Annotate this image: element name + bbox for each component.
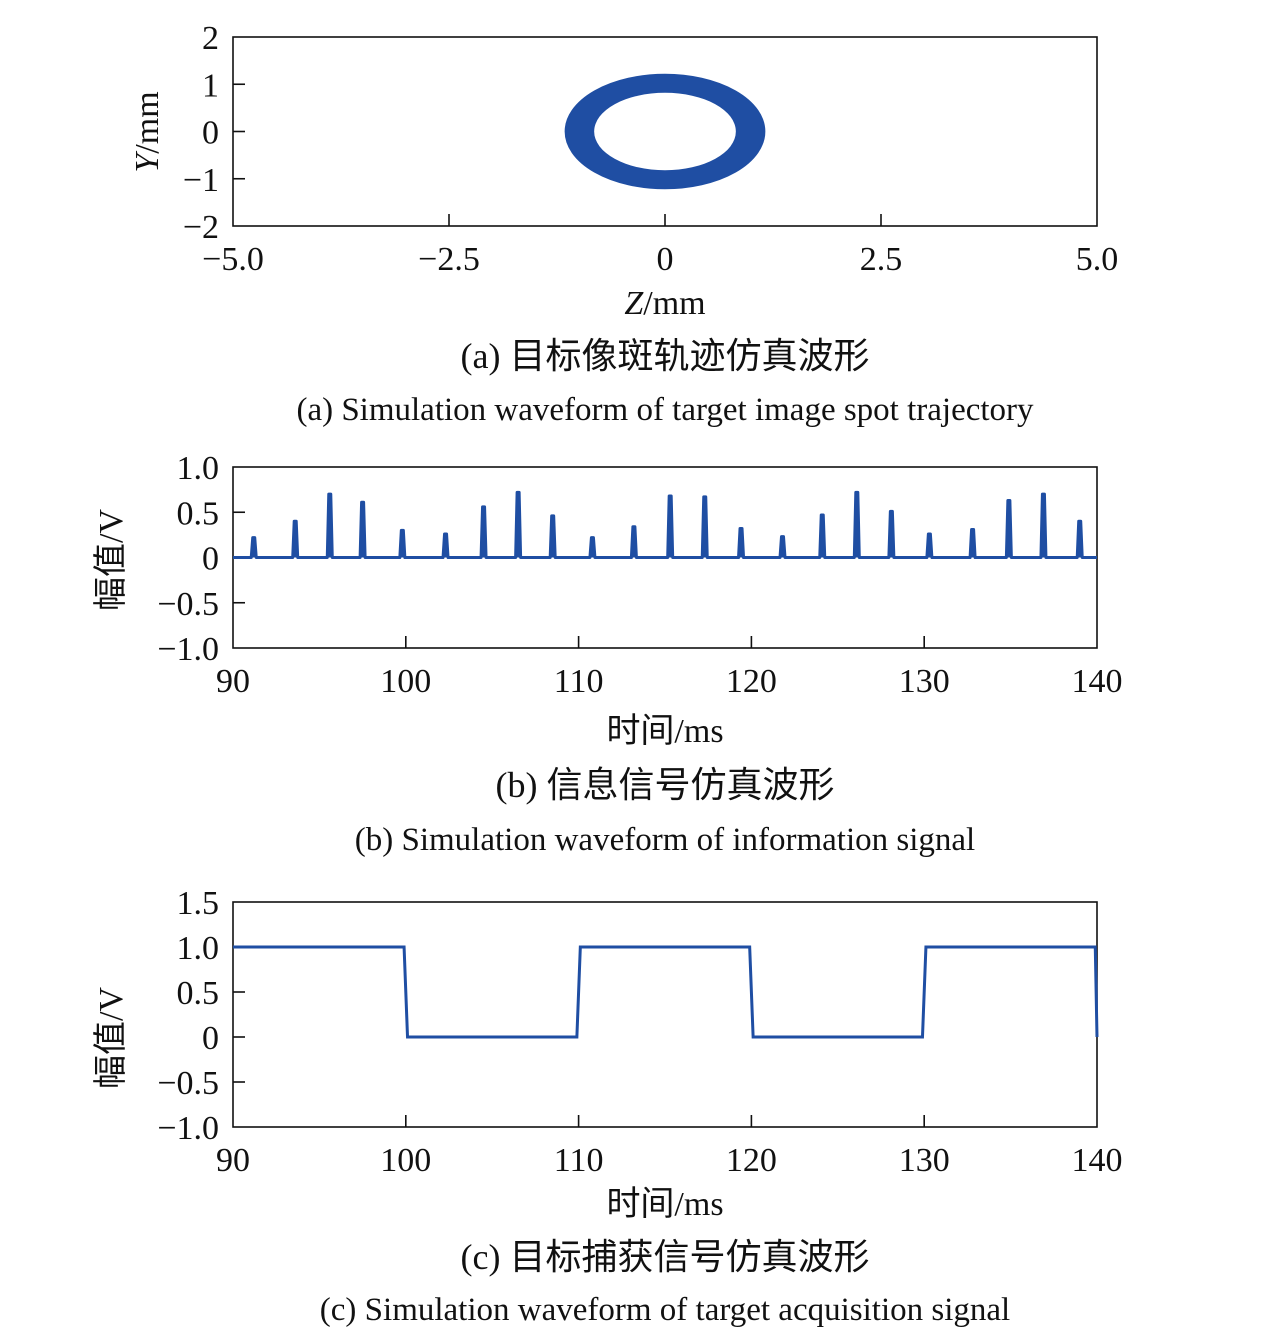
panel-c-ytick-label: 1.5 bbox=[177, 885, 220, 922]
panel-c-ytick-label: 0.5 bbox=[177, 975, 220, 1012]
panel-c: 90 100 110 120 130 140 1.5 1.0 0.5 0 −0.5 −1.0 时间/m… bbox=[92, 885, 1123, 1328]
acquisition-signal-line bbox=[233, 945, 1099, 1039]
panel-a-ticks: −5.0 −2.5 0 2.5 5.0 2 1 0 −1 −2 bbox=[183, 20, 1118, 278]
panel-a-ytick-label: 1 bbox=[202, 67, 219, 104]
panel-b-ylabel: 幅值/V bbox=[92, 509, 130, 611]
panel-b-caption-cn: (b) 信息信号仿真波形 bbox=[496, 765, 835, 805]
panel-b-xtick-label: 100 bbox=[380, 663, 431, 700]
panel-a-frame bbox=[232, 36, 1098, 227]
panel-c-xtick-label: 110 bbox=[554, 1142, 604, 1179]
panel-b-ytick-label: 0.5 bbox=[177, 495, 220, 532]
panel-b-ticks: 90 100 110 120 130 140 1.0 0.5 0 −0.5 −1.0 bbox=[157, 450, 1122, 700]
panel-b-xlabel: 时间/ms bbox=[606, 713, 723, 750]
panel-b-xtick-label: 140 bbox=[1072, 663, 1123, 700]
panel-c-ytick-label: −0.5 bbox=[157, 1065, 219, 1102]
panel-a-ylabel-var: Y bbox=[129, 151, 166, 173]
panel-c-ytick-label: 0 bbox=[202, 1020, 219, 1057]
panel-c-ylabel: 幅值/V bbox=[92, 987, 130, 1089]
trajectory-band bbox=[565, 74, 765, 189]
panel-a-xtick-label: −5.0 bbox=[202, 241, 264, 278]
panel-b-ytick-label: 0 bbox=[202, 541, 219, 578]
panel-c-xtick-label: 140 bbox=[1072, 1142, 1123, 1179]
panel-a-ytick-label: 2 bbox=[202, 20, 219, 57]
panel-b-ytick-label: −0.5 bbox=[157, 586, 219, 623]
panel-a-xtick-label: −2.5 bbox=[418, 241, 480, 278]
panel-a-caption-en: (a) Simulation waveform of target image … bbox=[296, 392, 1034, 428]
panel-a-ylabel: Y/mm bbox=[129, 91, 166, 172]
panel-c-caption-en: (c) Simulation waveform of target acquis… bbox=[320, 1292, 1010, 1328]
panel-c-xtick-label: 130 bbox=[899, 1142, 950, 1179]
panel-a-xlabel: Z/mm bbox=[624, 285, 705, 322]
panel-c-ticks: 90 100 110 120 130 140 1.5 1.0 0.5 0 −0.5 −1.0 bbox=[157, 885, 1122, 1179]
panel-a: −5.0 −2.5 0 2.5 5.0 2 1 0 −1 −2 Z/mm Y/mm (a) 目标像… bbox=[129, 20, 1118, 428]
panel-a-xtick-label: 2.5 bbox=[860, 241, 903, 278]
panel-b: 90 100 110 120 130 140 1.0 0.5 0 −0.5 −1.0 时间/ms 幅… bbox=[92, 450, 1123, 858]
panel-b-xtick-label: 130 bbox=[899, 663, 950, 700]
panel-a-trajectory bbox=[564, 73, 766, 190]
panel-b-signal bbox=[233, 490, 1097, 559]
panel-c-xlabel: 时间/ms bbox=[606, 1186, 723, 1223]
panel-c-ytick-label: 1.0 bbox=[177, 930, 220, 967]
panel-c-ytick-label: −1.0 bbox=[157, 1110, 219, 1147]
panel-c-frame bbox=[232, 901, 1098, 1128]
panel-c-xtick-label: 120 bbox=[726, 1142, 777, 1179]
panel-c-xtick-label: 100 bbox=[380, 1142, 431, 1179]
panel-b-xtick-label: 120 bbox=[726, 663, 777, 700]
trajectory-outer-edge bbox=[564, 73, 766, 190]
panel-c-xtick-label: 90 bbox=[216, 1142, 250, 1179]
panel-a-xlabel-unit: /mm bbox=[643, 285, 705, 322]
panel-a-ytick-label: 0 bbox=[202, 115, 219, 152]
panel-b-xtick-label: 110 bbox=[554, 663, 604, 700]
panel-a-ytick-label: −1 bbox=[183, 162, 219, 199]
panel-a-xlabel-var: Z bbox=[624, 285, 644, 322]
panel-b-ytick-label: 1.0 bbox=[177, 450, 220, 487]
panel-a-caption-cn: (a) 目标像斑轨迹仿真波形 bbox=[461, 336, 870, 376]
panel-c-signal bbox=[233, 945, 1099, 1039]
panel-a-ylabel-unit: /mm bbox=[129, 91, 166, 153]
panel-c-caption-cn: (c) 目标捕获信号仿真波形 bbox=[461, 1237, 870, 1277]
panel-a-xtick-label: 0 bbox=[657, 241, 674, 278]
panel-b-xtick-label: 90 bbox=[216, 663, 250, 700]
panel-b-caption-en: (b) Simulation waveform of information s… bbox=[355, 822, 975, 858]
panel-b-ytick-label: −1.0 bbox=[157, 631, 219, 668]
panel-a-xtick-label: 5.0 bbox=[1076, 241, 1119, 278]
panel-a-ytick-label: −2 bbox=[183, 209, 219, 246]
